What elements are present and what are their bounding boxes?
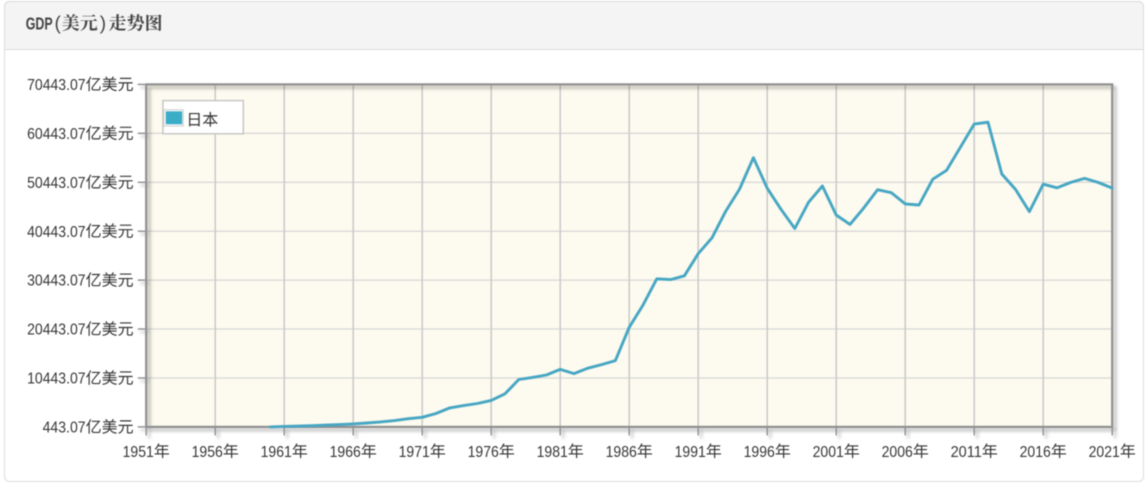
svg-text:1981: 1981 xyxy=(537,444,568,461)
svg-text:2006: 2006 xyxy=(882,444,913,461)
svg-text:1971: 1971 xyxy=(399,444,430,461)
svg-text:2011: 2011 xyxy=(951,444,982,461)
svg-text:2001: 2001 xyxy=(813,444,844,461)
svg-text:50443.07: 50443.07 xyxy=(27,175,86,192)
svg-text:2021: 2021 xyxy=(1089,444,1120,461)
svg-text:30443.07: 30443.07 xyxy=(27,273,86,290)
svg-text:1976: 1976 xyxy=(468,444,499,461)
svg-text:60443.07: 60443.07 xyxy=(27,126,86,143)
svg-text:1961: 1961 xyxy=(261,444,292,461)
svg-text:10443.07: 10443.07 xyxy=(27,371,86,388)
svg-text:): ) xyxy=(100,13,106,34)
svg-text:1991: 1991 xyxy=(675,444,706,461)
svg-text:70443.07: 70443.07 xyxy=(27,77,86,94)
svg-text:40443.07: 40443.07 xyxy=(27,224,86,241)
svg-text:2016: 2016 xyxy=(1020,444,1051,461)
svg-text:443.07: 443.07 xyxy=(43,420,86,437)
svg-text:(: ( xyxy=(55,13,62,34)
svg-text:1996: 1996 xyxy=(744,444,775,461)
svg-text:1951: 1951 xyxy=(123,444,154,461)
svg-text:1986: 1986 xyxy=(606,444,637,461)
svg-text:1956: 1956 xyxy=(192,444,223,461)
svg-text:20443.07: 20443.07 xyxy=(27,322,86,339)
svg-text:GDP: GDP xyxy=(26,13,53,33)
svg-text:1966: 1966 xyxy=(330,444,361,461)
